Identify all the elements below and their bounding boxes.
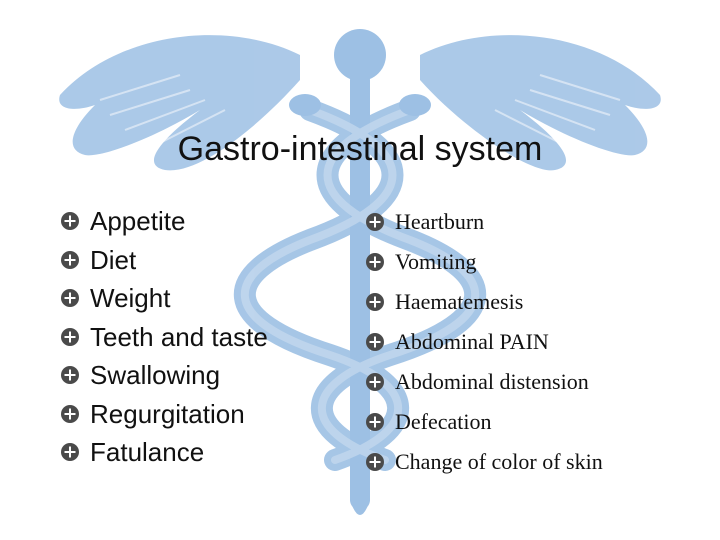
list-item: Weight <box>60 282 365 315</box>
list-item: Regurgitation <box>60 398 365 431</box>
bullet-icon <box>365 452 385 472</box>
item-label: Change of color of skin <box>395 445 603 478</box>
item-label: Fatulance <box>90 436 204 469</box>
item-label: Heartburn <box>395 205 484 238</box>
item-label: Defecation <box>395 405 492 438</box>
list-item: Haematemesis <box>365 285 680 318</box>
item-label: Appetite <box>90 205 185 238</box>
list-item: Abdominal PAIN <box>365 325 680 358</box>
list-item: Swallowing <box>60 359 365 392</box>
item-label: Weight <box>90 282 170 315</box>
list-item: Heartburn <box>365 205 680 238</box>
list-item: Abdominal distension <box>365 365 680 398</box>
bullet-icon <box>60 211 80 231</box>
list-item: Appetite <box>60 205 365 238</box>
bullet-icon <box>365 212 385 232</box>
list-item: Fatulance <box>60 436 365 469</box>
item-label: Diet <box>90 244 136 277</box>
list-item: Diet <box>60 244 365 277</box>
bullet-icon <box>365 252 385 272</box>
item-label: Abdominal PAIN <box>395 325 549 358</box>
bullet-icon <box>365 332 385 352</box>
item-label: Regurgitation <box>90 398 245 431</box>
bullet-icon <box>60 327 80 347</box>
list-item: Teeth and taste <box>60 321 365 354</box>
item-label: Swallowing <box>90 359 220 392</box>
list-item: Vomiting <box>365 245 680 278</box>
list-item: Defecation <box>365 405 680 438</box>
left-column: Appetite Diet Weight Teeth and taste Swa… <box>60 205 365 485</box>
columns: Appetite Diet Weight Teeth and taste Swa… <box>60 205 680 485</box>
item-label: Abdominal distension <box>395 365 589 398</box>
bullet-icon <box>365 292 385 312</box>
bullet-icon <box>60 404 80 424</box>
item-label: Haematemesis <box>395 285 523 318</box>
right-column: Heartburn Vomiting Haematemesis Abdomina… <box>365 205 680 485</box>
item-label: Teeth and taste <box>90 321 268 354</box>
bullet-icon <box>60 365 80 385</box>
bullet-icon <box>60 250 80 270</box>
slide-title: Gastro-intestinal system <box>0 130 720 169</box>
bullet-icon <box>60 288 80 308</box>
bullet-icon <box>365 412 385 432</box>
bullet-icon <box>365 372 385 392</box>
bullet-icon <box>60 442 80 462</box>
list-item: Change of color of skin <box>365 445 680 478</box>
item-label: Vomiting <box>395 245 477 278</box>
